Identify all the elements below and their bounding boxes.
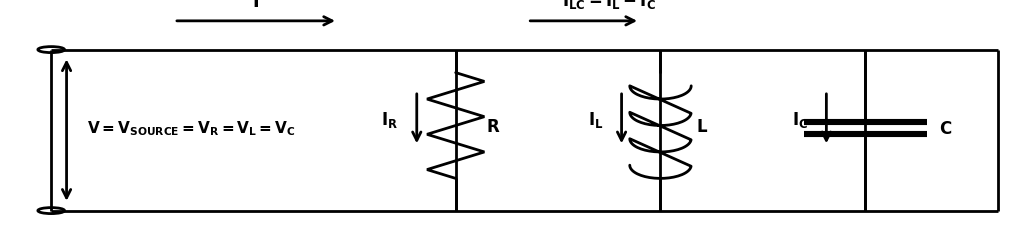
Text: C: C	[939, 119, 951, 137]
Text: $\mathbf{I_R}$: $\mathbf{I_R}$	[381, 109, 398, 129]
Text: $\mathbf{I_L}$: $\mathbf{I_L}$	[588, 109, 603, 129]
Text: $\mathbf{I_C}$: $\mathbf{I_C}$	[792, 109, 808, 129]
Text: R: R	[486, 117, 499, 135]
Text: $\mathbf{V = V_{SOURCE} = V_R = V_L = V_C}$: $\mathbf{V = V_{SOURCE} = V_R = V_L = V_…	[87, 119, 296, 138]
Text: I: I	[253, 0, 259, 11]
Text: L: L	[696, 117, 707, 135]
Text: $\mathbf{I_{LC} = I_L - I_C}$: $\mathbf{I_{LC} = I_L - I_C}$	[562, 0, 656, 11]
